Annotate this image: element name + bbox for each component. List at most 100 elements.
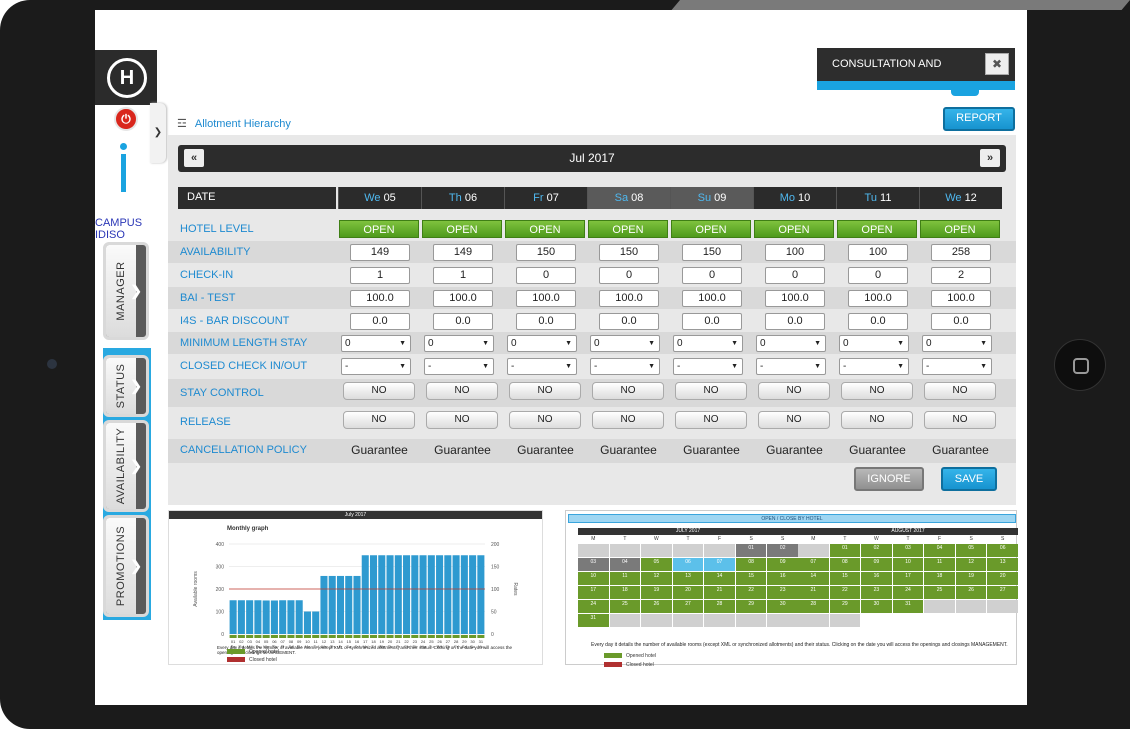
calendar-day[interactable]: 12 [955,558,987,571]
info-icon[interactable] [120,143,128,195]
calendar-day[interactable]: 24 [578,600,609,613]
date-cell[interactable]: Th 06 [421,187,504,209]
calendar-day[interactable]: 26 [641,600,672,613]
prev-month-button[interactable]: « [184,149,204,167]
value-input[interactable]: 100 [765,244,825,261]
date-cell[interactable]: Su 09 [670,187,753,209]
calendar-day[interactable]: 24 [892,586,924,599]
value-input[interactable]: 100.0 [433,290,493,307]
power-icon[interactable]: ⏻ [114,107,138,131]
toggle-button[interactable]: NO [841,382,913,400]
calendar-day[interactable]: 16 [767,572,798,585]
open-status-button[interactable]: OPEN [339,220,419,238]
calendar-day[interactable]: 08 [735,558,767,571]
calendar-day[interactable]: 10 [578,572,609,585]
date-cell[interactable]: Sa 08 [587,187,670,209]
toggle-button[interactable]: NO [426,411,498,429]
calendar-day[interactable]: 05 [955,544,987,557]
collapse-sidebar-button[interactable]: ❯ [150,103,166,163]
calendar-day[interactable]: 14 [798,572,829,585]
calendar-day[interactable]: 17 [892,572,924,585]
value-select[interactable]: 0 [341,335,411,352]
value-input[interactable]: 100.0 [350,290,410,307]
toggle-button[interactable]: NO [509,382,581,400]
value-input[interactable]: 100.0 [516,290,576,307]
calendar-day[interactable]: 09 [767,558,798,571]
calendar-day[interactable]: 07 [704,558,735,571]
calendar-day[interactable]: 28 [704,600,735,613]
toggle-button[interactable]: NO [343,411,415,429]
toggle-button[interactable]: NO [509,411,581,429]
calendar-day[interactable]: 10 [892,558,924,571]
value-input[interactable]: 0 [765,267,825,284]
calendar-day[interactable]: 20 [987,572,1018,585]
open-status-button[interactable]: OPEN [671,220,751,238]
value-input[interactable]: 0 [599,267,659,284]
calendar-day[interactable]: 22 [829,586,861,599]
calendar-day[interactable]: 30 [767,600,798,613]
toggle-button[interactable]: NO [675,411,747,429]
value-select[interactable]: - [673,358,743,375]
calendar-day[interactable]: 22 [735,586,767,599]
value-select[interactable]: 0 [839,335,909,352]
calendar-day[interactable]: 02 [861,544,892,557]
value-input[interactable]: 0.0 [599,313,659,330]
calendar-day[interactable]: 01 [735,544,767,557]
value-input[interactable]: 0.0 [765,313,825,330]
value-input[interactable]: 2 [931,267,991,284]
value-select[interactable]: - [424,358,494,375]
calendar-day[interactable]: 04 [609,558,641,571]
tab-availability[interactable]: AVAILABILITY ❯ [103,420,149,512]
value-input[interactable]: 0.0 [848,313,908,330]
calendar-day[interactable]: 07 [798,558,829,571]
calendar-day[interactable]: 11 [609,572,641,585]
value-input[interactable]: 150 [682,244,742,261]
open-status-button[interactable]: OPEN [837,220,917,238]
value-input[interactable]: 100 [848,244,908,261]
calendar-day[interactable]: 25 [924,586,955,599]
value-input[interactable]: 0.0 [931,313,991,330]
toggle-button[interactable]: NO [841,411,913,429]
calendar-day[interactable]: 13 [672,572,704,585]
date-cell[interactable]: We 12 [919,187,1002,209]
date-cell[interactable]: Tu 11 [836,187,919,209]
value-select[interactable]: - [507,358,577,375]
toggle-button[interactable]: NO [924,382,996,400]
value-input[interactable]: 0 [848,267,908,284]
calendar-day[interactable]: 17 [578,586,609,599]
value-input[interactable]: 0.0 [682,313,742,330]
tab-status[interactable]: STATUS ❯ [103,355,149,417]
value-input[interactable]: 149 [433,244,493,261]
calendar-day[interactable]: 18 [924,572,955,585]
value-select[interactable]: - [590,358,660,375]
calendar-day[interactable]: 06 [672,558,704,571]
collapse-icon[interactable]: ✖ [985,53,1009,75]
toggle-button[interactable]: NO [592,411,664,429]
value-input[interactable]: 100.0 [765,290,825,307]
calendar-day[interactable]: 06 [987,544,1018,557]
calendar-day[interactable]: 04 [924,544,955,557]
value-input[interactable]: 149 [350,244,410,261]
value-input[interactable]: 150 [599,244,659,261]
value-select[interactable]: - [756,358,826,375]
value-select[interactable]: 0 [590,335,660,352]
value-input[interactable]: 100.0 [682,290,742,307]
value-select[interactable]: - [922,358,992,375]
calendar-day[interactable]: 16 [861,572,892,585]
value-input[interactable]: 0 [516,267,576,284]
dropdown-handle[interactable] [951,89,979,96]
calendar-day[interactable]: 21 [798,586,829,599]
logo[interactable]: H [95,50,157,105]
calendar-day[interactable]: 29 [829,600,861,613]
value-select[interactable]: 0 [673,335,743,352]
open-status-button[interactable]: OPEN [588,220,668,238]
calendar-day[interactable]: 03 [578,558,609,571]
save-button[interactable]: SAVE [941,467,997,491]
calendar-day[interactable]: 27 [987,586,1018,599]
calendar-day[interactable]: 31 [892,600,924,613]
value-select[interactable]: - [839,358,909,375]
calendar-day[interactable]: 18 [609,586,641,599]
calendar-day[interactable]: 21 [704,586,735,599]
toggle-button[interactable]: NO [758,411,830,429]
calendar-day[interactable]: 12 [641,572,672,585]
